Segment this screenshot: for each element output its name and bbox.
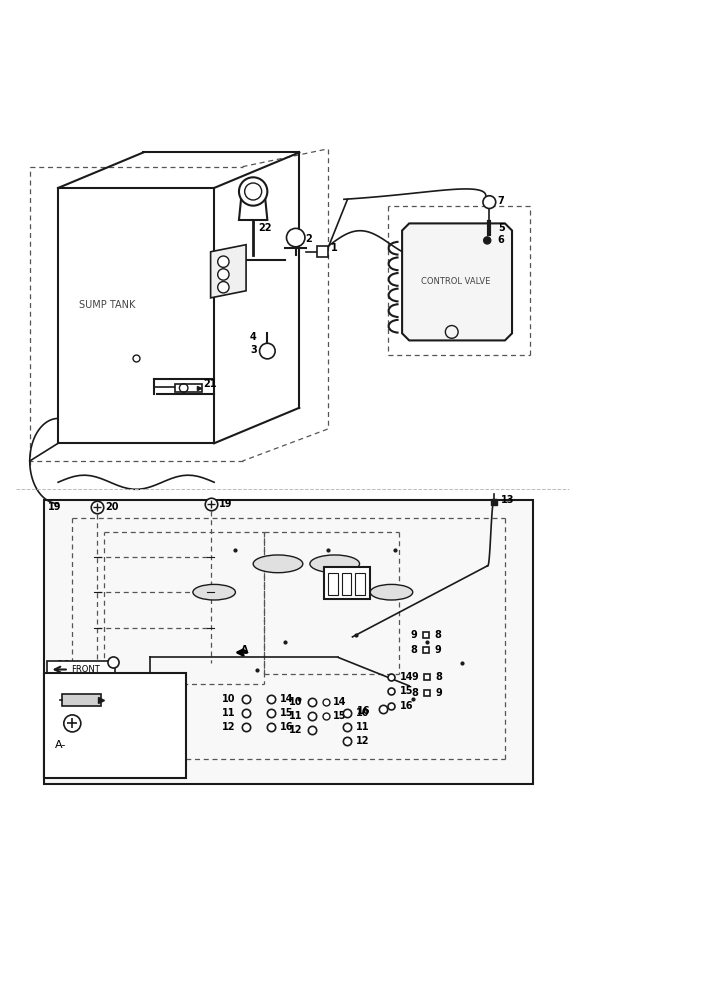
Text: 14: 14 [333,697,347,707]
Text: 12: 12 [137,722,150,732]
Text: 20: 20 [105,502,119,512]
Bar [44,673,186,778]
Text: A: A [241,645,248,655]
Text: 9: 9 [410,630,417,640]
Circle shape [218,256,229,267]
Text: 5: 5 [498,223,505,233]
Ellipse shape [370,584,413,600]
Text: 11: 11 [356,722,370,732]
Circle shape [260,343,275,359]
Text: 9: 9 [412,672,419,682]
Text: 15: 15 [333,711,347,721]
Circle shape [218,282,229,293]
Text: 19: 19 [48,502,62,512]
Text: 1: 1 [330,243,337,253]
Text: 18: 18 [42,718,56,728]
Text: 10: 10 [137,694,150,704]
Text: 16: 16 [400,701,414,711]
Text: 8: 8 [434,630,441,640]
Text: SUMP TANK: SUMP TANK [80,300,136,310]
Circle shape [483,196,496,209]
Polygon shape [211,245,246,298]
Text: 15: 15 [280,708,293,718]
Text: 6: 6 [498,235,505,245]
Text: FRONT: FRONT [71,665,100,674]
Text: 4: 4 [250,332,257,342]
Text: 22: 22 [258,223,271,233]
Text: 9: 9 [434,645,441,655]
Ellipse shape [310,555,360,573]
Circle shape [239,177,267,206]
Bar [62,694,100,706]
Circle shape [218,269,229,280]
Text: 13: 13 [501,495,515,505]
Text: 3: 3 [250,345,257,355]
Text: 2: 2 [305,234,312,244]
Text: 14: 14 [400,672,414,682]
Bar [175,384,202,392]
Text: 17: 17 [42,695,56,705]
Text: 9: 9 [436,688,442,698]
Text: 14: 14 [280,694,293,704]
Bar [355,573,365,595]
Text: 19: 19 [219,499,233,509]
Text: 12: 12 [222,722,236,732]
Bar [328,573,337,595]
Text: 12: 12 [289,725,303,735]
Text: A-: A- [56,740,67,750]
Text: 8: 8 [436,672,442,682]
Bar [48,661,115,679]
Text: 11: 11 [137,708,150,718]
Text: 10: 10 [222,694,236,704]
Polygon shape [402,223,512,340]
Text: 10: 10 [289,697,303,707]
Text: 16: 16 [58,660,71,670]
Text: 15: 15 [400,686,414,696]
Text: CONTROL VALVE: CONTROL VALVE [422,277,491,286]
Bar [317,246,328,257]
Circle shape [64,715,81,732]
Bar [324,567,370,599]
Circle shape [286,228,305,247]
Text: 11: 11 [289,711,303,721]
Circle shape [483,237,491,244]
Text: 10: 10 [356,708,370,718]
Bar [342,573,351,595]
Ellipse shape [253,555,303,573]
Text: 8: 8 [412,688,419,698]
Text: 8: 8 [410,645,417,655]
Text: 11: 11 [222,708,236,718]
Text: 21: 21 [204,379,217,389]
Polygon shape [44,500,533,784]
Text: 16: 16 [280,722,293,732]
Ellipse shape [193,584,236,600]
Text: 7: 7 [498,196,505,206]
Text: 16: 16 [357,706,370,716]
Text: 12: 12 [356,736,370,746]
